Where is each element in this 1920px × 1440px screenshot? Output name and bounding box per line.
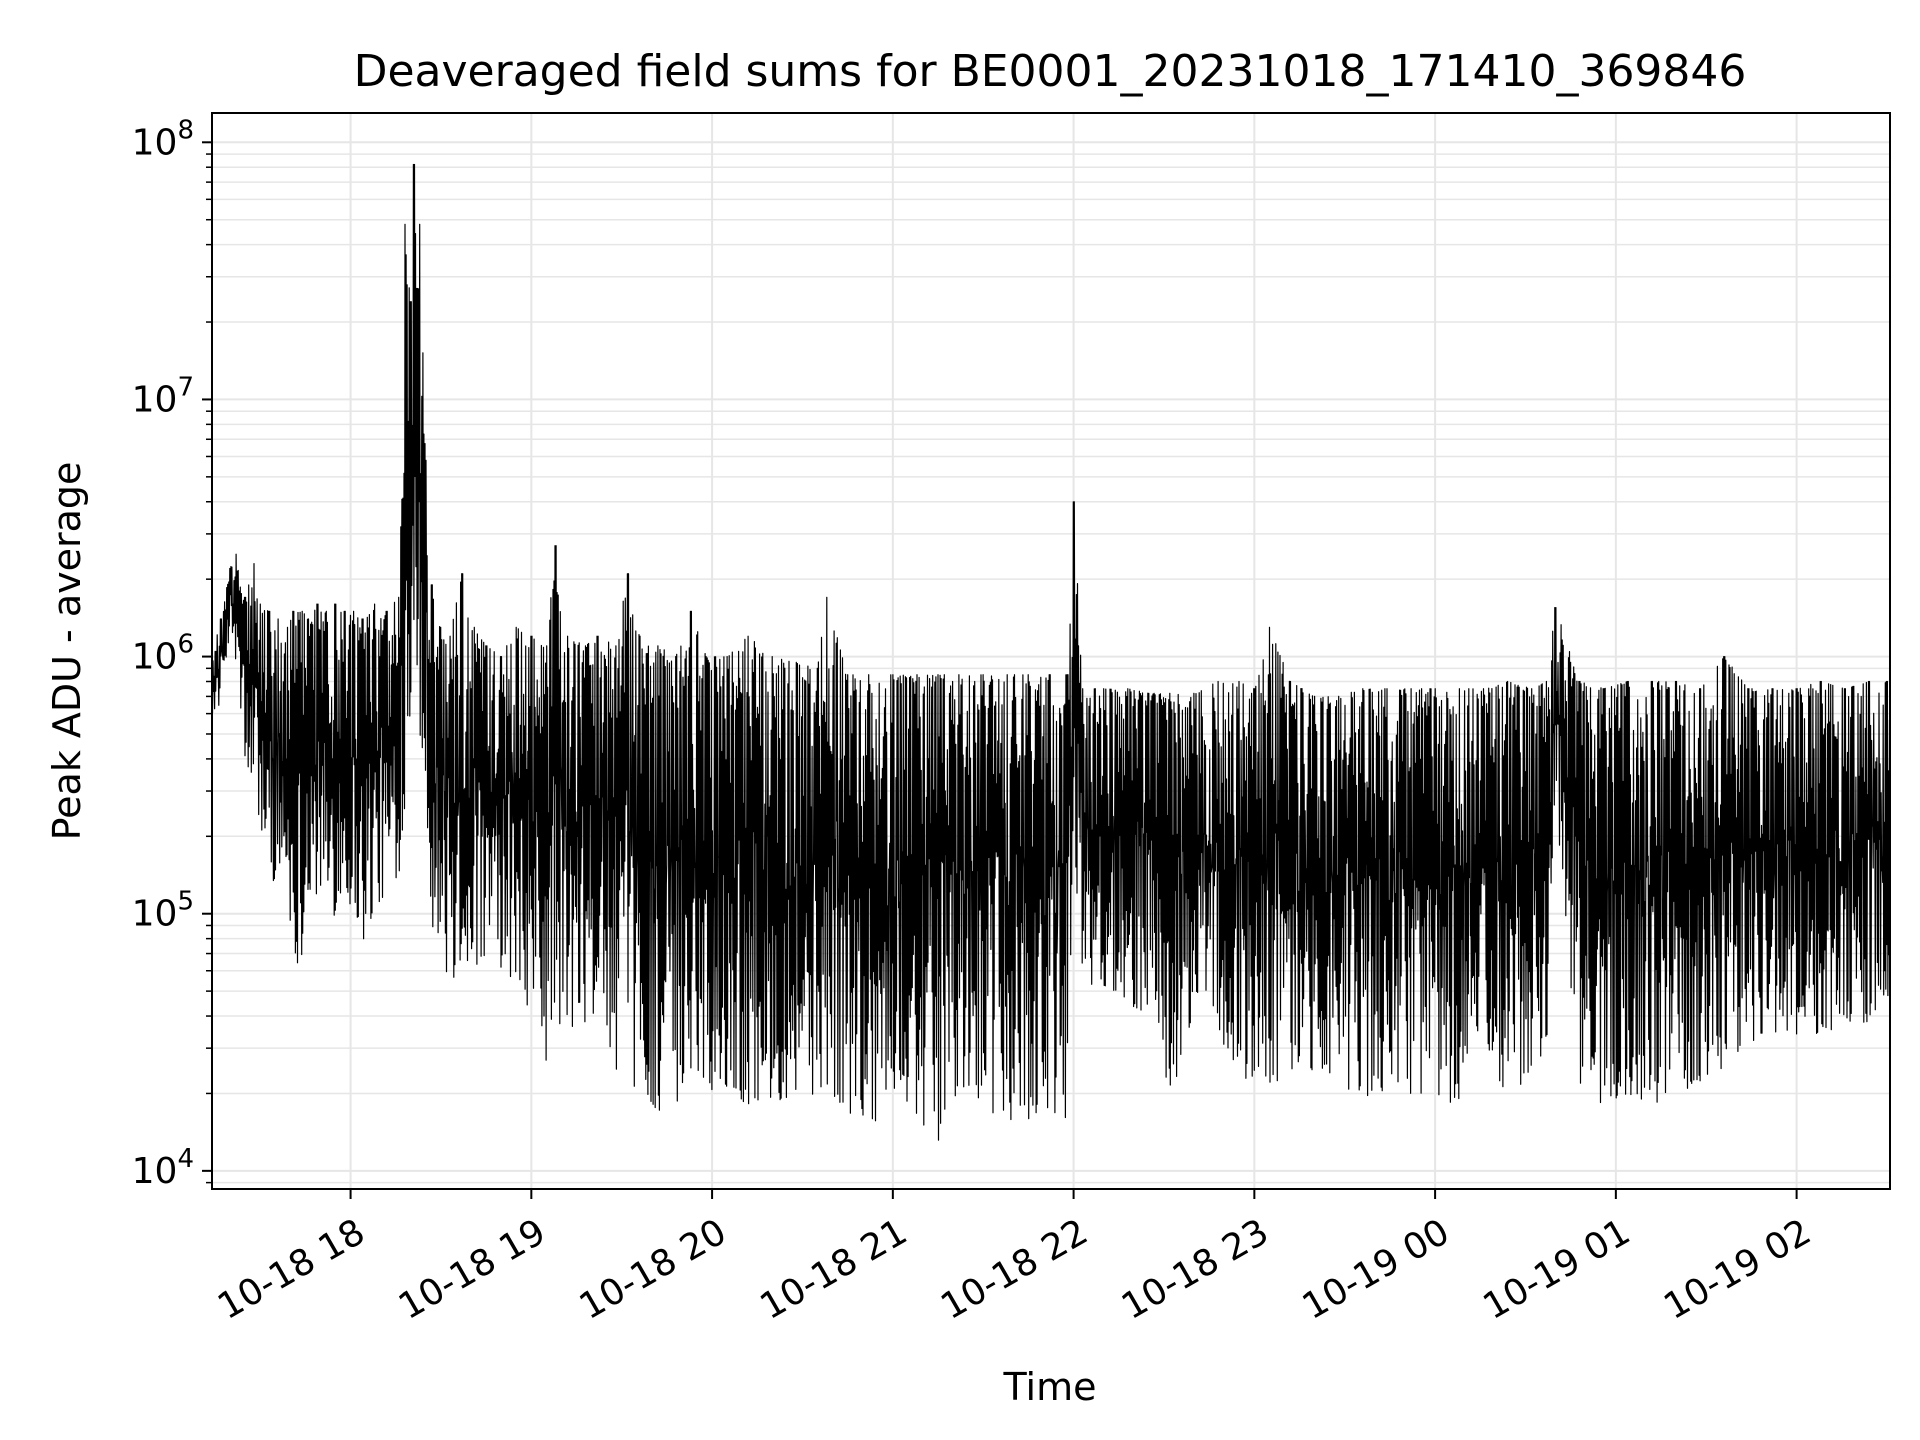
y-axis-label: Peak ADU - average bbox=[45, 462, 89, 841]
grid-layer bbox=[212, 113, 1890, 1189]
x-tick-label: 10-18 23 bbox=[1115, 1211, 1276, 1327]
y-tick-label: 106 bbox=[132, 630, 194, 678]
x-axis-label: Time bbox=[1003, 1365, 1097, 1409]
x-tick-label: 10-19 00 bbox=[1296, 1211, 1457, 1327]
plot-frame bbox=[211, 112, 1891, 1190]
x-tick-label: 10-18 20 bbox=[573, 1211, 734, 1327]
series-line-0 bbox=[211, 163, 1891, 1141]
y-axis: 104 105 106 107 108 bbox=[132, 115, 212, 1192]
x-tick-label: 10-18 18 bbox=[211, 1211, 372, 1327]
y-tick-label: 108 bbox=[132, 115, 194, 163]
x-tick-label: 10-19 01 bbox=[1476, 1211, 1637, 1327]
x-tick-label: 10-18 22 bbox=[934, 1211, 1095, 1327]
y-tick-label: 107 bbox=[132, 372, 194, 420]
series-layer bbox=[211, 163, 1891, 1141]
y-tick-label: 105 bbox=[132, 887, 194, 935]
y-tick-label: 104 bbox=[132, 1144, 194, 1192]
x-tick-label: 10-19 02 bbox=[1657, 1211, 1818, 1327]
chart-title: Deaveraged field sums for BE0001_2023101… bbox=[354, 46, 1747, 97]
x-tick-label: 10-18 19 bbox=[392, 1211, 553, 1327]
x-axis: 10-18 18 10-18 19 10-18 20 10-18 21 10-18 22… bbox=[211, 1189, 1818, 1328]
x-tick-label: 10-18 21 bbox=[753, 1211, 914, 1327]
